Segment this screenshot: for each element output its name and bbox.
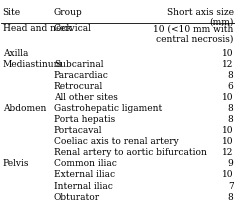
Text: 9: 9 (228, 159, 234, 168)
Text: Site: Site (3, 7, 21, 17)
Text: Paracardiac: Paracardiac (54, 71, 109, 80)
Text: 10: 10 (222, 126, 234, 135)
Text: 10: 10 (222, 93, 234, 102)
Text: Portacaval: Portacaval (54, 126, 102, 135)
Text: Head and neck: Head and neck (3, 24, 71, 33)
Text: Gastrohepatic ligament: Gastrohepatic ligament (54, 104, 162, 113)
Text: Axilla: Axilla (3, 49, 28, 58)
Text: 12: 12 (222, 148, 234, 157)
Text: Porta hepatis: Porta hepatis (54, 115, 115, 124)
Text: 12: 12 (222, 60, 234, 69)
Text: Cervical: Cervical (54, 24, 92, 33)
Text: 8: 8 (228, 115, 234, 124)
Text: 10: 10 (222, 49, 234, 58)
Text: All other sites: All other sites (54, 93, 118, 102)
Text: 10: 10 (222, 171, 234, 180)
Text: Mediastinum: Mediastinum (3, 60, 63, 69)
Text: Group: Group (54, 7, 83, 17)
Text: Common iliac: Common iliac (54, 159, 117, 168)
Text: Short axis size
(mm): Short axis size (mm) (166, 7, 234, 27)
Text: 8: 8 (228, 193, 234, 202)
Text: Abdomen: Abdomen (3, 104, 46, 113)
Text: 10: 10 (222, 137, 234, 146)
Text: Coeliac axis to renal artery: Coeliac axis to renal artery (54, 137, 179, 146)
Text: 8: 8 (228, 71, 234, 80)
Text: 7: 7 (228, 182, 234, 191)
Text: Pelvis: Pelvis (3, 159, 29, 168)
Text: Obturator: Obturator (54, 193, 100, 202)
Text: 6: 6 (228, 82, 234, 91)
Text: Internal iliac: Internal iliac (54, 182, 113, 191)
Text: Retrocural: Retrocural (54, 82, 103, 91)
Text: 8: 8 (228, 104, 234, 113)
Text: 10 (<10 mm with
central necrosis): 10 (<10 mm with central necrosis) (153, 24, 234, 44)
Text: Renal artery to aortic bifurcation: Renal artery to aortic bifurcation (54, 148, 207, 157)
Text: Subcarinal: Subcarinal (54, 60, 103, 69)
Text: External iliac: External iliac (54, 171, 115, 180)
